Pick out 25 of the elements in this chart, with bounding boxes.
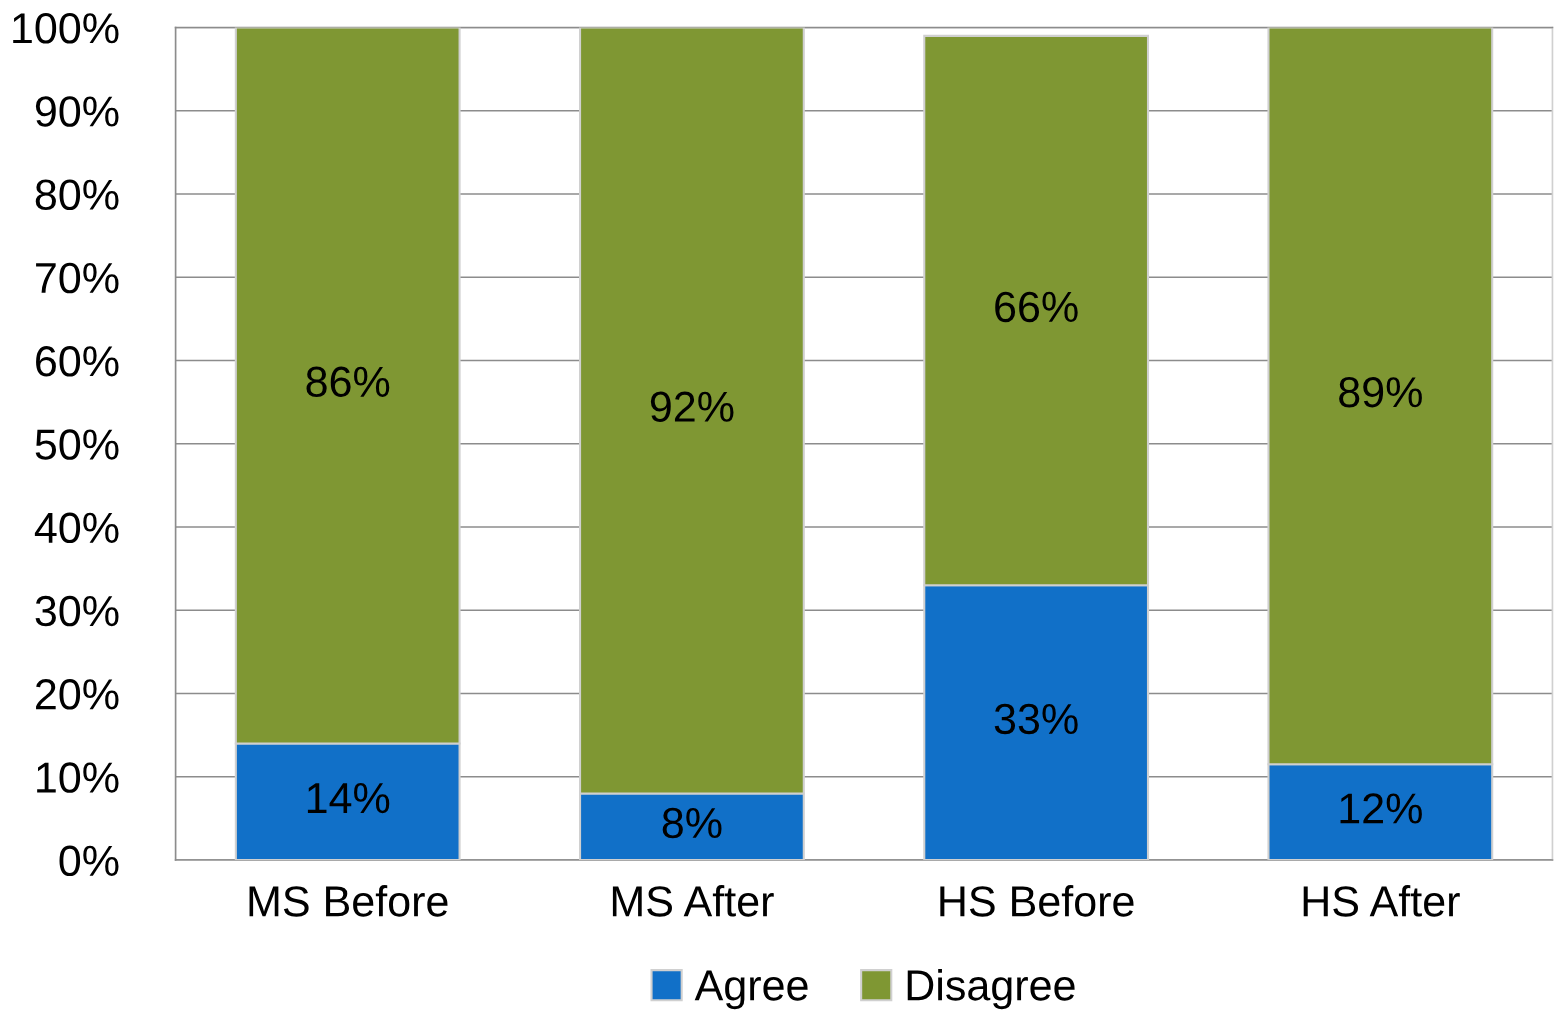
x-tick-label: HS Before xyxy=(940,885,1134,917)
data-label: 89% xyxy=(1339,376,1422,408)
y-tick-label: 0% xyxy=(59,845,119,877)
data-label: 86% xyxy=(306,366,390,398)
legend-label: Agree xyxy=(694,970,808,1010)
data-label: 92% xyxy=(650,391,734,423)
x-tick-label: MS Before xyxy=(249,885,448,917)
data-label: 66% xyxy=(995,291,1078,323)
data-label: 12% xyxy=(1340,793,1422,824)
y-tick-label: 80% xyxy=(35,179,119,211)
y-tick-label: 60% xyxy=(36,346,119,377)
y-tick-label: 70% xyxy=(36,262,119,294)
data-label: 8% xyxy=(662,807,722,839)
y-tick-label: 20% xyxy=(36,679,119,710)
data-label: 33% xyxy=(994,703,1078,735)
data-label: 14% xyxy=(307,783,390,814)
y-tick-label: 90% xyxy=(35,96,119,127)
y-tick-label: 100% xyxy=(13,13,119,44)
y-tick-label: 40% xyxy=(34,512,119,544)
x-tick-label: MS After xyxy=(612,885,774,917)
x-tick-label: HS After xyxy=(1303,885,1460,917)
y-tick-label: 30% xyxy=(35,595,119,627)
legend-label: Disagree xyxy=(907,969,1075,1010)
y-tick-label: 50% xyxy=(35,429,119,460)
y-tick-label: 10% xyxy=(37,762,119,793)
